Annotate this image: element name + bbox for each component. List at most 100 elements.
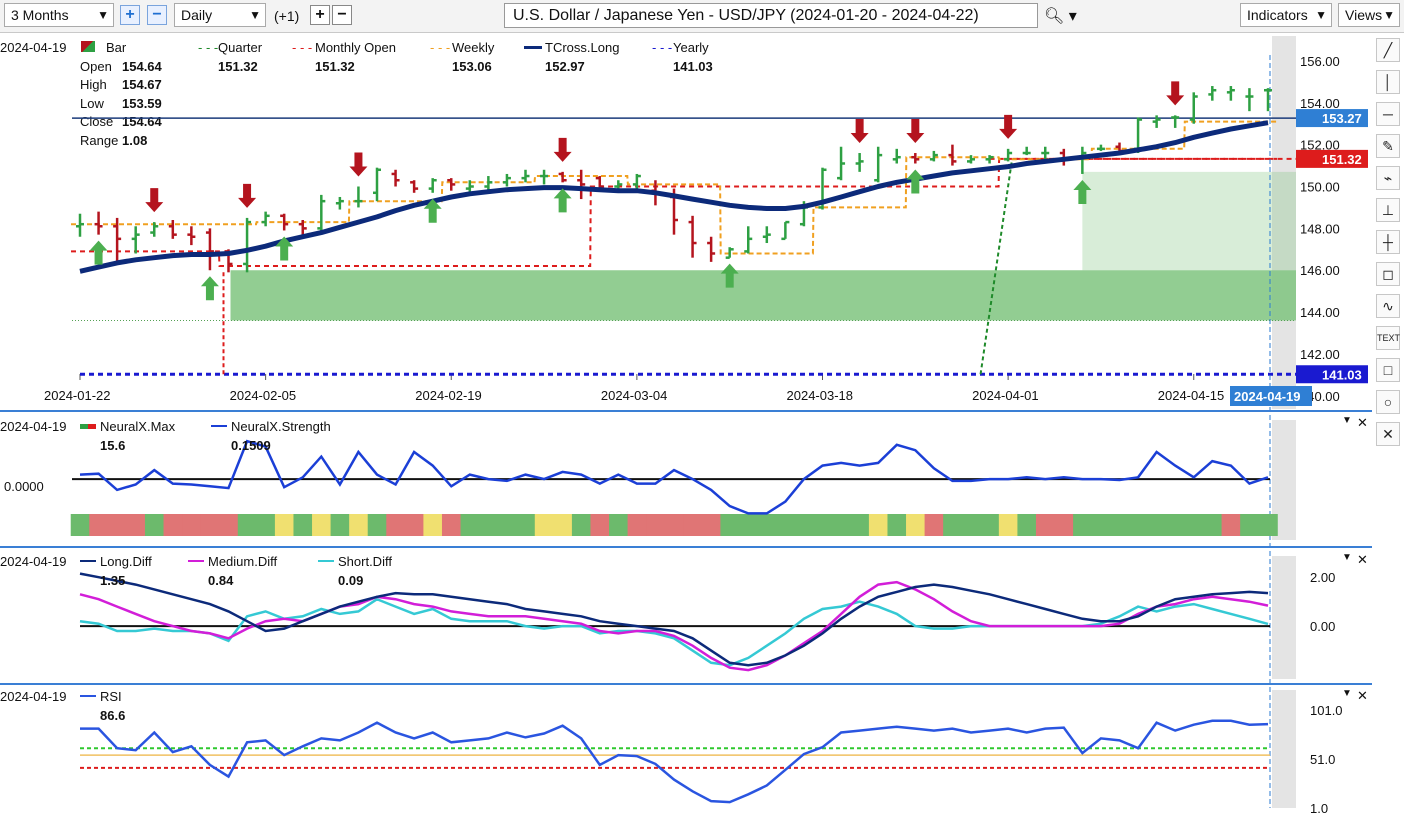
ohlc-bar — [205, 228, 214, 271]
neural-max-box — [70, 514, 90, 536]
panel-menu-icon[interactable]: ▼ — [1342, 688, 1352, 699]
neural-max-box — [386, 514, 406, 536]
views-button[interactable]: Views ▼ — [1338, 3, 1400, 27]
neural-max-box — [256, 514, 276, 536]
ohlc-bar — [967, 155, 975, 164]
rsi-label: RSI — [100, 689, 122, 704]
close-panel-icon[interactable]: ✕ — [1357, 688, 1368, 703]
horizontal-line-tool-icon[interactable]: ─ — [1376, 102, 1400, 126]
symbol-title-input[interactable]: U.S. Dollar / Japanese Yen - USD/JPY (20… — [504, 3, 1038, 28]
ohlc-bar — [781, 220, 790, 241]
panel-menu-icon[interactable]: ▼ — [1342, 552, 1352, 563]
neural-max-box — [571, 514, 591, 536]
close-panel-icon[interactable]: ✕ — [1357, 415, 1368, 430]
ohlc-bar — [168, 220, 177, 239]
neural-max-box — [1221, 514, 1241, 536]
panel-separator[interactable] — [0, 683, 1372, 685]
ohlc-bar — [948, 144, 957, 166]
ohlc-bar — [317, 194, 326, 231]
pencil-tool-icon[interactable]: ✎ — [1376, 134, 1400, 158]
diff-axis-tick-label: 0.00 — [1310, 619, 1335, 634]
neural-max-box — [794, 514, 814, 536]
yearly-value: 141.03 — [673, 59, 713, 74]
neural-max-box — [887, 514, 907, 536]
neural-max-box — [404, 514, 424, 536]
neural-max-box — [219, 514, 239, 536]
callout-tool-icon[interactable]: ◻ — [1376, 262, 1400, 286]
search-icon[interactable]: 🔍︎ ▾ — [1044, 8, 1077, 25]
range-value: 1.08 — [122, 133, 148, 148]
rsi-value: 86.6 — [100, 708, 126, 723]
bar-swatch — [81, 41, 95, 52]
ohlc-bar — [373, 167, 381, 202]
neural-max-box — [627, 514, 647, 536]
bar-label: Bar — [106, 40, 127, 55]
neural-max-box — [1035, 514, 1056, 536]
interval-select[interactable]: Daily ▼ — [174, 3, 266, 27]
demand-zone — [1082, 171, 1296, 271]
date-tag-text: 2024-04-19 — [1234, 389, 1301, 404]
quarter-connector-line — [979, 158, 1014, 375]
rectangle-tool-icon[interactable]: □ — [1376, 358, 1400, 382]
trendline-tool-icon[interactable]: ╱ — [1376, 38, 1400, 62]
ohlc-bar — [744, 226, 753, 254]
ohlc-bar — [113, 217, 122, 264]
brush-tool-icon[interactable]: ⌁ — [1376, 166, 1400, 190]
ohlc-bar — [1171, 115, 1180, 128]
chevron-down-icon: ▼ — [249, 8, 261, 22]
neural-max-box — [1054, 514, 1074, 536]
chart-canvas[interactable]: 156.00 154.00 152.00 150.00 148.00 146.00 144.… — [0, 0, 1372, 813]
indicators-button[interactable]: Indicators ▼ — [1240, 3, 1332, 27]
crosshair-tool-icon[interactable]: ┼ — [1376, 230, 1400, 254]
yearly-price-tag-text: 141.03 — [1322, 367, 1362, 382]
zoom-in-button[interactable]: + — [120, 5, 140, 25]
delete-drawings-icon[interactable]: ✕ — [1376, 422, 1400, 446]
add-offset-button[interactable]: + — [310, 5, 330, 25]
short-diff-swatch — [318, 560, 334, 562]
neural-max-swatch — [80, 424, 96, 429]
close-panel-icon[interactable]: ✕ — [1357, 552, 1368, 567]
high-label: High — [80, 77, 107, 92]
demand-zone — [230, 270, 1296, 321]
monthly-swatch: - - - — [292, 40, 313, 55]
neural-max-box — [1165, 514, 1185, 536]
neural-max-box — [1128, 514, 1148, 536]
neural-max-box — [274, 514, 294, 536]
ohlc-bar — [985, 155, 994, 164]
neural-max-box — [776, 514, 796, 536]
tcross-swatch — [524, 46, 542, 49]
period-select[interactable]: 3 Months ▼ — [4, 3, 114, 27]
buy-arrow-icon — [200, 276, 219, 301]
neural-max-box — [609, 514, 629, 536]
panel-separator[interactable] — [0, 546, 1372, 548]
ohlc-bar — [929, 150, 938, 162]
panel-menu-icon[interactable]: ▼ — [1342, 415, 1352, 426]
views-label: Views — [1345, 7, 1383, 23]
monthly-open-value: 151.32 — [315, 59, 355, 74]
current-bar-band — [1272, 690, 1296, 808]
ellipse-tool-icon[interactable]: ○ — [1376, 390, 1400, 414]
ohlc-bar — [502, 173, 511, 187]
neural-max-box — [1110, 514, 1130, 536]
remove-offset-button[interactable]: − — [332, 5, 352, 25]
date-axis-tick-label: 2024-01-22 — [44, 388, 111, 403]
zoom-out-button[interactable]: − — [147, 5, 167, 25]
ohlc-bar — [688, 215, 697, 258]
neural-max-box — [961, 514, 981, 536]
low-value: 153.59 — [122, 96, 162, 111]
range-label: Range — [80, 133, 119, 148]
neural-max-box — [1258, 514, 1278, 536]
panel-separator[interactable] — [0, 410, 1372, 412]
wave-tool-icon[interactable]: ∿ — [1376, 294, 1400, 318]
buy-arrow-icon — [720, 263, 739, 288]
fib-tool-icon[interactable]: ⊥ — [1376, 198, 1400, 222]
text-tool-icon[interactable]: TEXT — [1376, 326, 1400, 350]
weekly-label: Weekly — [452, 40, 495, 55]
monthly-price-tag-text: 151.32 — [1322, 152, 1362, 167]
vertical-line-tool-icon[interactable]: │ — [1376, 70, 1400, 94]
ohlc-bar — [632, 173, 641, 189]
ohlc-bar — [243, 217, 252, 273]
neural-max-box — [1203, 514, 1223, 536]
monthly-open-line — [71, 157, 1277, 267]
ohlc-bar — [558, 171, 567, 183]
